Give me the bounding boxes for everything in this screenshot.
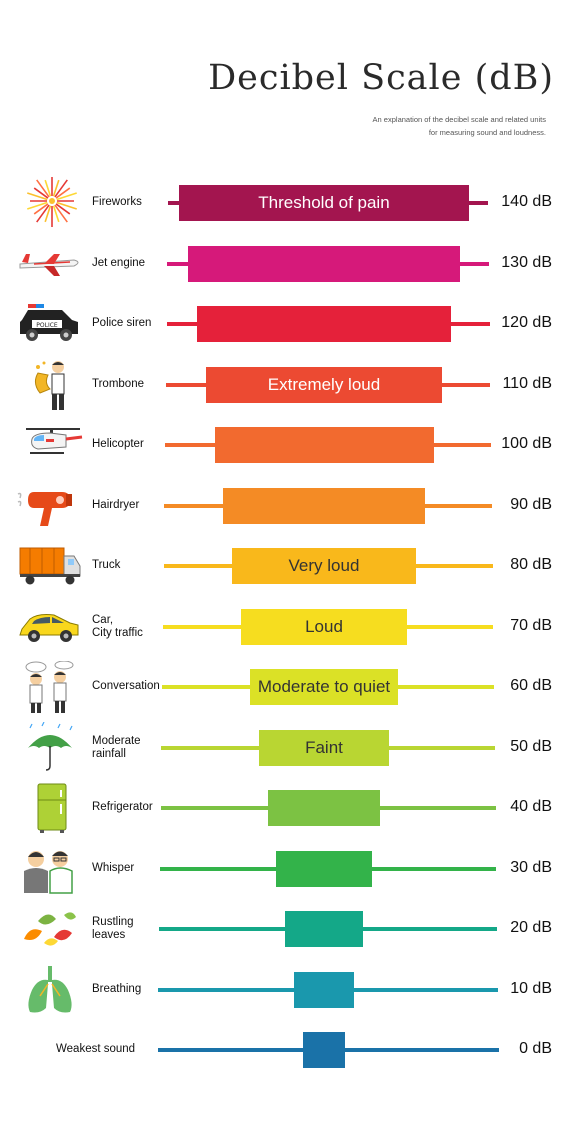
db-value-label: 110 dB bbox=[502, 374, 552, 392]
lungs-icon bbox=[28, 965, 72, 1012]
scale-row: Whisper 30 dB bbox=[0, 839, 576, 899]
band-label: Faint bbox=[305, 737, 343, 757]
db-value-label: 80 dB bbox=[510, 556, 552, 573]
db-value-label: 90 dB bbox=[510, 495, 552, 513]
page-title: Decibel Scale (dB) bbox=[208, 58, 554, 98]
level-bar: Moderate to quiet bbox=[249, 669, 399, 705]
db-value-label: 0 dB bbox=[519, 1040, 552, 1057]
source-label: Police siren bbox=[92, 317, 152, 329]
scale-row: Car, City traffic Loud 70 dB bbox=[0, 597, 576, 657]
level-bar: Threshold of pain bbox=[179, 185, 469, 221]
source-label: Rustling leaves bbox=[92, 916, 134, 941]
scale-row: Breathing 10 dB bbox=[0, 960, 576, 1020]
db-value-label: 10 dB bbox=[510, 979, 552, 997]
source-label: Fireworks bbox=[92, 196, 142, 208]
level-bar bbox=[276, 850, 372, 887]
conversation-icon bbox=[25, 661, 74, 713]
source-label: Jet engine bbox=[92, 256, 146, 269]
level-bar bbox=[294, 971, 354, 1008]
source-label: Helicopter bbox=[92, 438, 144, 450]
scale-row: Jet engine 130 dB bbox=[0, 234, 576, 294]
scale-row: Weakest sound 0 dB bbox=[0, 1020, 576, 1080]
scale-row: Helicopter 100 dB bbox=[0, 415, 576, 475]
level-bar bbox=[267, 790, 381, 826]
level-bar bbox=[187, 245, 461, 282]
car-icon bbox=[19, 613, 79, 642]
page-subtitle: An explanation of the decibel scale and … bbox=[326, 113, 546, 139]
source-label: Conversation bbox=[92, 680, 160, 692]
level-bar: Very loud bbox=[232, 548, 416, 584]
scale-row: POLICE Police siren 120 dB bbox=[0, 294, 576, 354]
level-bar bbox=[214, 427, 434, 463]
level-bar: Loud bbox=[241, 608, 407, 645]
db-value-label: 20 dB bbox=[510, 919, 552, 936]
db-value-label: 30 dB bbox=[510, 858, 552, 876]
scale-row: Trombone Extremely loud 110 dB bbox=[0, 355, 576, 415]
scale-row: Refrigerator 40 dB bbox=[0, 778, 576, 838]
source-label: Truck bbox=[92, 559, 121, 571]
level-bar: Faint bbox=[258, 729, 390, 766]
police-car-icon: POLICE bbox=[20, 304, 78, 341]
umbrella-rain-icon bbox=[28, 721, 73, 771]
band-label: Threshold of pain bbox=[258, 193, 390, 212]
subtitle-line: for measuring sound and loudness. bbox=[428, 128, 546, 137]
scale-row: Rustling leaves 20 dB bbox=[0, 899, 576, 959]
scale-row: Moderate rainfall Faint 50 dB bbox=[0, 718, 576, 778]
truck-icon bbox=[19, 547, 81, 585]
source-label: Car, City traffic bbox=[92, 613, 143, 639]
scale-row: Truck Very loud 80 dB bbox=[0, 536, 576, 596]
db-value-label: 140 dB bbox=[501, 193, 552, 210]
source-label: Refrigerator bbox=[92, 801, 153, 813]
leaves-icon bbox=[24, 912, 76, 946]
level-bar bbox=[303, 1032, 345, 1068]
trombone-player-icon bbox=[34, 360, 65, 410]
level-bar bbox=[223, 487, 425, 524]
source-label: Weakest sound bbox=[56, 1043, 136, 1055]
subtitle-line: An explanation of the decibel scale and … bbox=[372, 115, 546, 124]
source-label: Moderate rainfall bbox=[92, 734, 141, 760]
fireworks-icon bbox=[27, 177, 77, 227]
helicopter-icon bbox=[26, 428, 83, 454]
db-value-label: 40 dB bbox=[510, 798, 552, 815]
scale-row: Hairdryer 90 dB bbox=[0, 476, 576, 536]
whisper-icon bbox=[24, 850, 73, 894]
level-bar bbox=[285, 911, 363, 947]
db-value-label: 120 dB bbox=[501, 314, 552, 331]
scale-row: Fireworks Threshold of pain 140 dB bbox=[0, 173, 576, 233]
db-value-label: 60 dB bbox=[510, 677, 552, 694]
band-label: Moderate to quiet bbox=[257, 677, 391, 696]
jet-engine-icon bbox=[19, 253, 79, 276]
source-label: Whisper bbox=[92, 861, 135, 874]
band-label: Very loud bbox=[288, 556, 360, 575]
source-label: Trombone bbox=[92, 377, 144, 390]
db-value-label: 130 dB bbox=[501, 253, 552, 271]
source-label: Breathing bbox=[92, 982, 142, 995]
source-label: Hairdryer bbox=[92, 498, 140, 511]
level-bar: Extremely loud bbox=[205, 366, 443, 403]
band-label: Extremely loud bbox=[267, 374, 381, 394]
db-value-label: 100 dB bbox=[501, 435, 552, 452]
scale-row: Conversation Moderate to quiet 60 dB bbox=[0, 657, 576, 717]
band-label: Loud bbox=[305, 616, 343, 636]
db-value-label: 50 dB bbox=[510, 737, 552, 755]
refrigerator-icon bbox=[37, 783, 67, 833]
db-value-label: 70 dB bbox=[510, 616, 552, 634]
hairdryer-icon bbox=[17, 491, 72, 526]
level-bar bbox=[196, 306, 452, 342]
svg-text:POLICE: POLICE bbox=[36, 322, 58, 329]
